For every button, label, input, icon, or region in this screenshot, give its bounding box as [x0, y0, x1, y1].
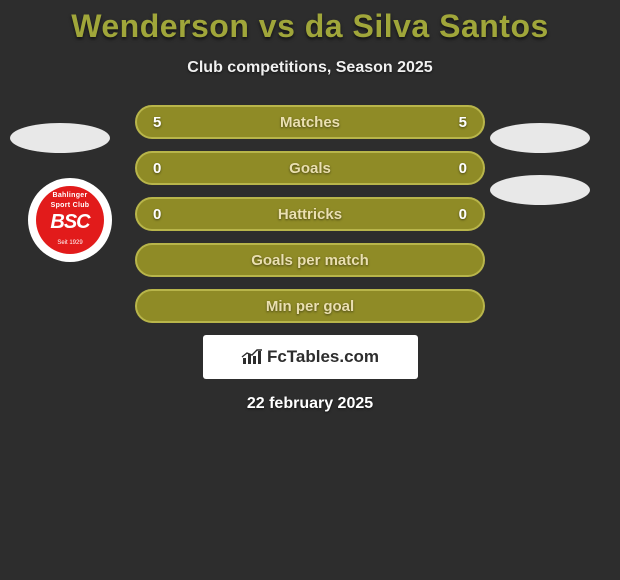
stat-label: Goals [289, 160, 331, 177]
subtitle: Club competitions, Season 2025 [0, 59, 620, 77]
stat-pill: 0 Hattricks 0 [135, 197, 485, 231]
watermark-text: FcTables.com [267, 347, 379, 367]
stat-left-value: 0 [153, 160, 161, 177]
stat-pill: 5 Matches 5 [135, 105, 485, 139]
stat-pill: Min per goal [135, 289, 485, 323]
stat-right-value: 5 [459, 114, 467, 131]
player-left-placeholder [10, 123, 110, 153]
stat-left-value: 0 [153, 206, 161, 223]
stat-label: Matches [280, 114, 340, 131]
stat-label: Hattricks [278, 206, 342, 223]
watermark: FcTables.com [203, 335, 418, 379]
bar-chart-icon [241, 348, 263, 366]
stat-label: Min per goal [266, 298, 354, 315]
footer-date: 22 february 2025 [0, 395, 620, 413]
club-badge-main: BSC [50, 211, 89, 234]
club-badge-year: Seit 1929 [57, 240, 82, 246]
club-badge-inner: Bahlinger Sport Club BSC Seit 1929 [36, 186, 104, 254]
page-title: Wenderson vs da Silva Santos [0, 0, 620, 45]
club-badge-arc-sub: Sport Club [51, 202, 90, 209]
stat-pill: 0 Goals 0 [135, 151, 485, 185]
stat-left-value: 5 [153, 114, 161, 131]
stat-right-value: 0 [459, 160, 467, 177]
stat-row: Min per goal [0, 289, 620, 323]
stat-pill: Goals per match [135, 243, 485, 277]
player-right-placeholder-2 [490, 175, 590, 205]
club-badge: Bahlinger Sport Club BSC Seit 1929 [28, 178, 112, 262]
stat-label: Goals per match [251, 252, 369, 269]
club-badge-arc-top: Bahlinger [53, 192, 88, 199]
player-right-placeholder-1 [490, 123, 590, 153]
stat-right-value: 0 [459, 206, 467, 223]
